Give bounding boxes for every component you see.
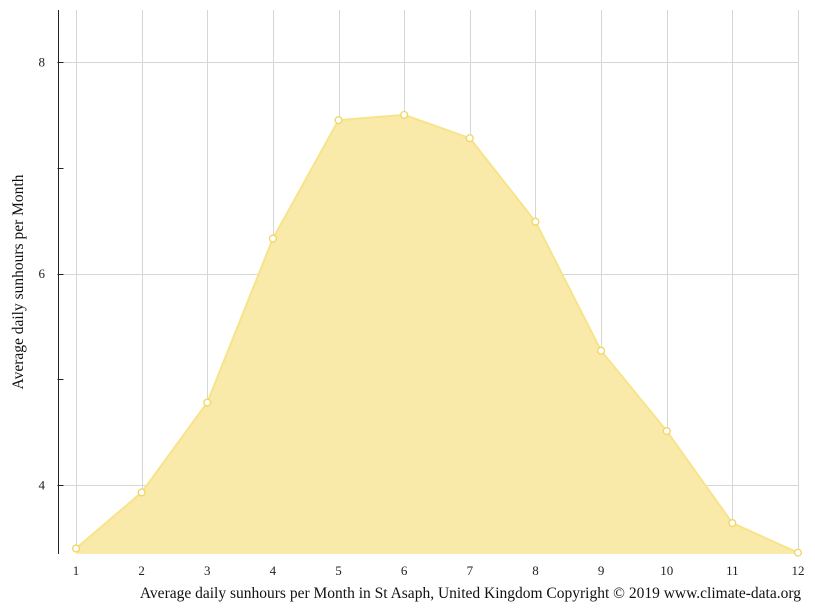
- x-tick-label: 5: [335, 563, 342, 578]
- data-point: [465, 134, 474, 143]
- data-point: [137, 488, 146, 497]
- data-point: [268, 234, 277, 243]
- x-tick-label: 3: [204, 563, 211, 578]
- y-tick-label: 8: [39, 55, 46, 70]
- area-fill: [76, 114, 798, 554]
- data-point: [531, 217, 540, 226]
- x-axis-label: Average daily sunhours per Month in St A…: [140, 585, 801, 602]
- x-tick-label: 11: [726, 563, 739, 578]
- y-tick-label: 4: [39, 478, 46, 493]
- data-point: [334, 116, 343, 125]
- x-tick-label: 7: [467, 563, 474, 578]
- axes: [57, 10, 64, 554]
- x-tick-label: 9: [598, 563, 605, 578]
- x-tick-label: 10: [660, 563, 673, 578]
- data-point: [728, 519, 737, 528]
- y-tick-label: 6: [39, 266, 46, 281]
- y-axis-label: Average daily sunhours per Month: [10, 174, 27, 389]
- data-point: [71, 544, 81, 553]
- x-tick-label: 6: [401, 563, 408, 578]
- data-point: [662, 427, 671, 436]
- series-line: [75, 113, 799, 554]
- x-tick-label: 8: [532, 563, 539, 578]
- x-tick-label: 12: [792, 563, 805, 578]
- x-tick-label: 4: [270, 563, 277, 578]
- data-point: [793, 548, 803, 557]
- data-point: [597, 346, 606, 355]
- x-tick-label: 2: [138, 563, 145, 578]
- data-point: [203, 398, 212, 407]
- area-series: [75, 113, 799, 554]
- data-point-markers: [71, 110, 803, 557]
- data-point: [400, 110, 409, 119]
- x-tick-label: 1: [73, 563, 80, 578]
